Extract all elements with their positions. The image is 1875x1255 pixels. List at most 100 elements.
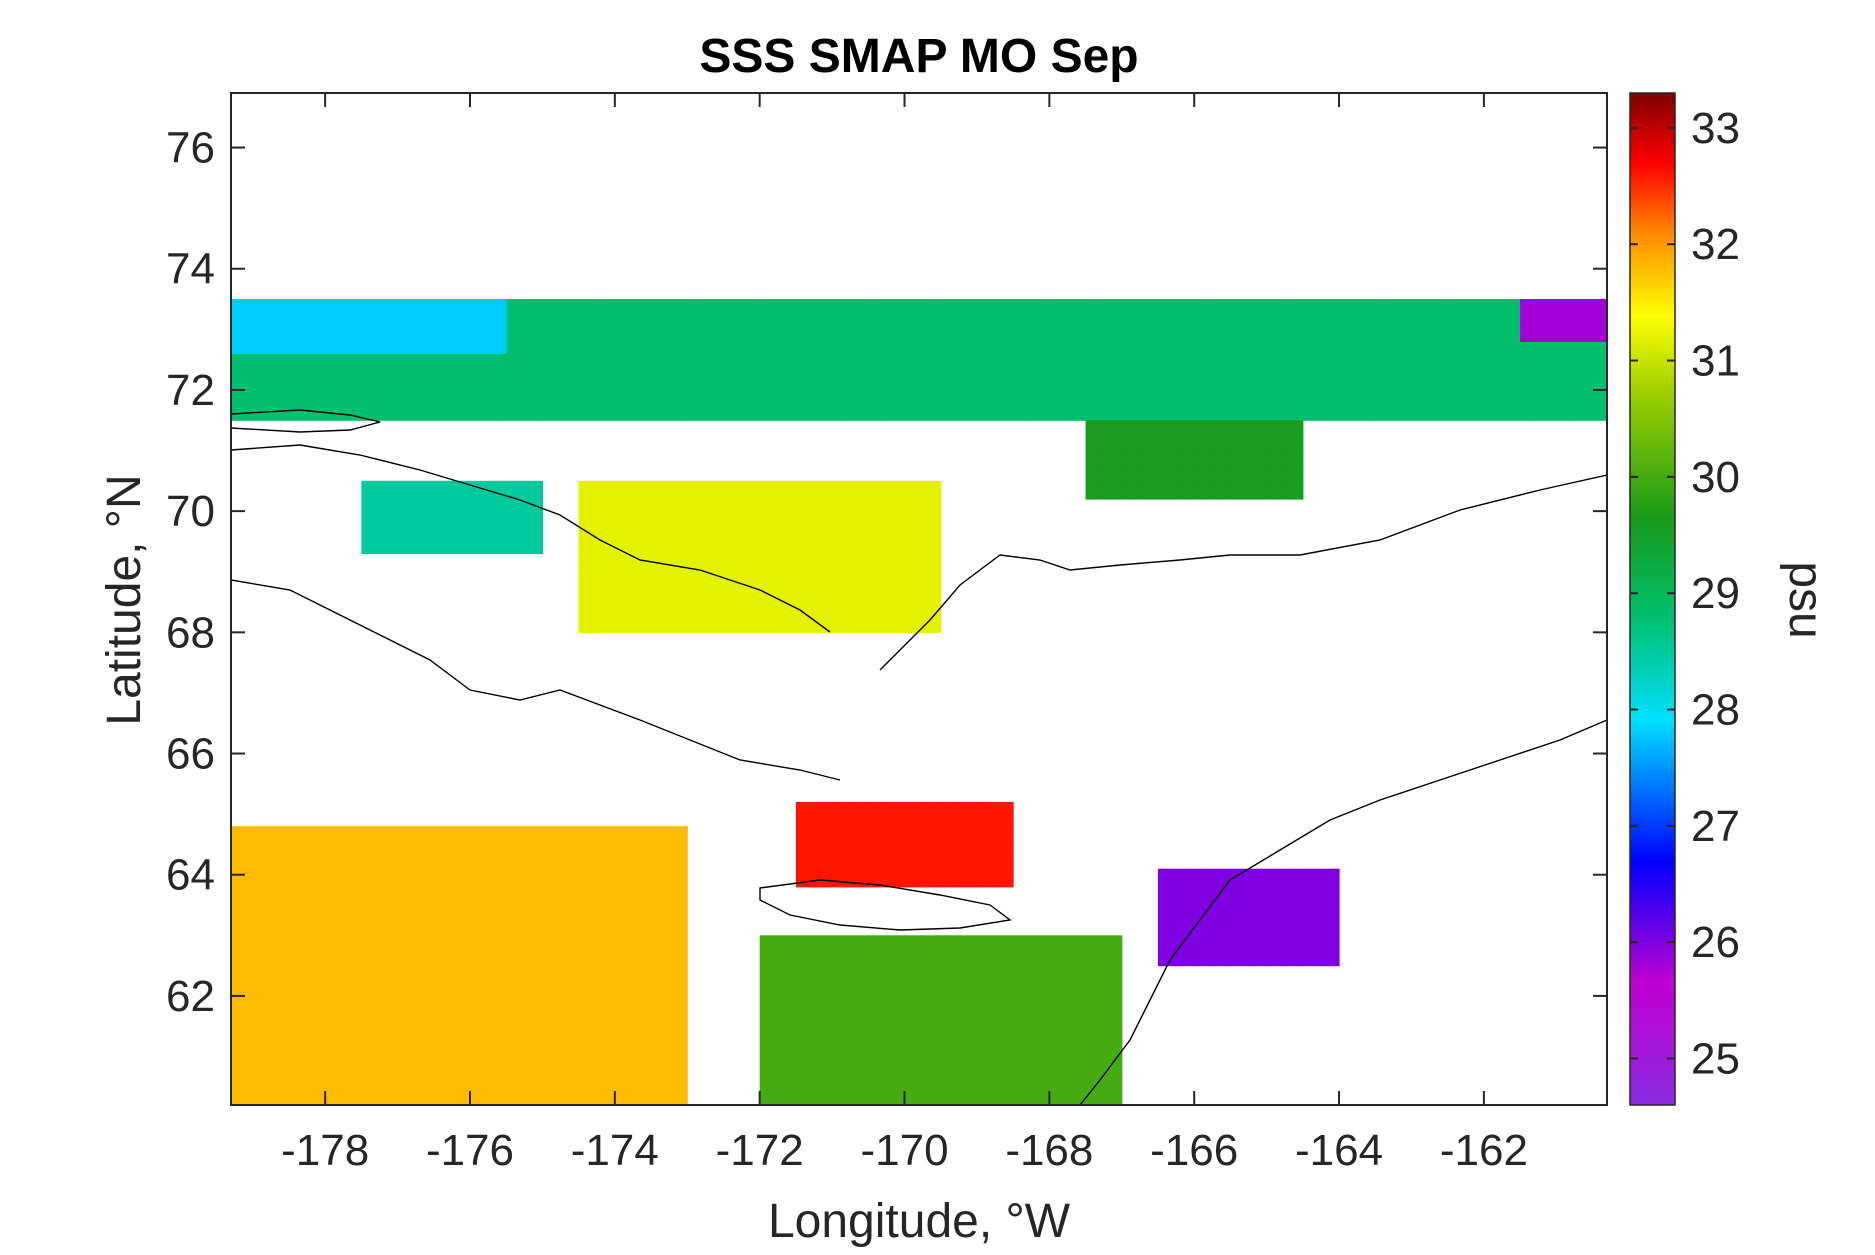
heatmap-cell: [1299, 299, 1318, 315]
heatmap-cell: [1335, 299, 1355, 315]
heatmap-cell: [1281, 299, 1300, 315]
y-tick-label: 70: [166, 487, 215, 536]
heatmap-cell: [868, 938, 887, 955]
heatmap-cell: [832, 526, 851, 542]
heatmap-cell: [1176, 420, 1195, 424]
heatmap-cell: [303, 359, 323, 376]
heatmap-cell: [759, 511, 779, 527]
heatmap-cell: [1226, 405, 1246, 421]
heatmap-cell: [611, 908, 630, 924]
heatmap-cell: [593, 1029, 612, 1045]
heatmap-cell: [303, 1089, 323, 1105]
heatmap-cell: [1516, 389, 1536, 406]
heatmap-cell: [1158, 874, 1177, 891]
heatmap-cell: [285, 938, 304, 955]
heatmap-cell: [430, 323, 449, 339]
heatmap-cell: [683, 832, 688, 848]
heatmap-cell: [792, 374, 811, 391]
heatmap-cell: [520, 329, 540, 345]
heatmap-cell: [502, 389, 522, 406]
heatmap-cell: [1284, 889, 1304, 906]
heatmap-cell: [1176, 468, 1195, 485]
heatmap-cell: [868, 602, 887, 618]
heatmap-cell: [1194, 468, 1213, 485]
heatmap-cell: [1462, 389, 1481, 406]
heatmap-cell: [1154, 299, 1174, 315]
heatmap-cell: [1009, 374, 1029, 391]
heatmap-cell: [484, 908, 504, 924]
heatmap-cell: [412, 826, 431, 833]
heatmap-cell: [1013, 938, 1032, 955]
heatmap-cell: [448, 953, 467, 970]
heatmap-cell: [629, 832, 648, 848]
heatmap-cell: [321, 359, 341, 376]
heatmap-cell: [321, 1029, 341, 1045]
heatmap-cell: [596, 496, 616, 512]
heatmap-cell: [611, 877, 630, 894]
heatmap-cell: [1049, 938, 1069, 955]
heatmap-cell: [502, 953, 522, 970]
heatmap-cell: [651, 556, 670, 573]
heatmap-cell: [719, 344, 739, 361]
heatmap-cell: [683, 1089, 688, 1105]
heatmap-cell: [484, 389, 504, 406]
heatmap-cell: [448, 983, 467, 1000]
heatmap-cell: [502, 923, 522, 939]
heatmap-cell: [1212, 423, 1231, 439]
heatmap-cell: [502, 338, 507, 355]
heatmap-cell: [976, 856, 996, 873]
heatmap-cell: [393, 1044, 413, 1061]
heatmap-cell: [795, 602, 815, 618]
heatmap-cell: [231, 908, 250, 924]
heatmap-cell: [810, 344, 830, 361]
region-3: [361, 480, 543, 555]
heatmap-cell: [1588, 344, 1607, 361]
x-tick-label: -174: [571, 1126, 659, 1175]
heatmap-cell: [1317, 389, 1336, 406]
heatmap-cell: [1212, 950, 1231, 967]
heatmap-cell: [1013, 1059, 1032, 1076]
heatmap-cell: [412, 308, 431, 324]
heatmap-cell: [868, 526, 887, 542]
heatmap-cell: [632, 541, 652, 558]
heatmap-cell: [687, 511, 706, 527]
heatmap-cell: [393, 308, 413, 324]
heatmap-cell: [466, 389, 486, 406]
heatmap-cell: [1027, 389, 1047, 406]
heatmap-cell: [267, 1074, 286, 1091]
heatmap-cell: [249, 1059, 268, 1076]
heatmap-cell: [759, 1029, 779, 1045]
heatmap-cell: [1353, 359, 1373, 376]
heatmap-cell: [1085, 453, 1105, 470]
heatmap-cell: [1592, 311, 1607, 327]
heatmap-cell: [484, 1029, 504, 1045]
heatmap-cell: [520, 999, 540, 1015]
heatmap-cell: [958, 871, 978, 888]
heatmap-cell: [466, 1014, 486, 1030]
heatmap-cell: [904, 496, 924, 512]
heatmap-cell: [850, 802, 869, 812]
heatmap-cell: [1480, 344, 1499, 361]
heatmap-cell: [904, 571, 924, 588]
heatmap-cell: [1103, 938, 1123, 955]
heatmap-cell: [285, 968, 304, 985]
heatmap-cell: [1425, 359, 1445, 376]
heatmap-cell: [922, 953, 942, 970]
heatmap-cell: [1085, 1074, 1105, 1091]
heatmap-cell: [868, 1029, 887, 1045]
heatmap-cell: [937, 359, 956, 376]
heatmap-cell: [759, 935, 779, 939]
heatmap-cell: [629, 1029, 648, 1045]
heatmap-cell: [737, 374, 757, 391]
heatmap-cell: [430, 1029, 449, 1045]
heatmap-cell: [1103, 935, 1123, 939]
heatmap-cell: [1154, 329, 1174, 345]
heatmap-cell: [448, 405, 467, 421]
heatmap-cell: [502, 938, 522, 955]
heatmap-cell: [922, 999, 942, 1015]
heatmap-cell: [412, 1074, 431, 1091]
heatmap-cell: [466, 1074, 486, 1091]
heatmap-cell: [1027, 405, 1047, 421]
heatmap-cell: [705, 586, 725, 603]
